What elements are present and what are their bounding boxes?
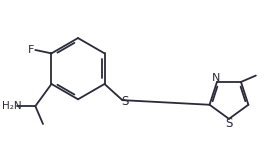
Text: N: N bbox=[212, 73, 220, 83]
Text: H₂N: H₂N bbox=[2, 101, 21, 111]
Text: S: S bbox=[226, 117, 233, 130]
Text: S: S bbox=[122, 95, 129, 107]
Text: F: F bbox=[28, 45, 34, 55]
